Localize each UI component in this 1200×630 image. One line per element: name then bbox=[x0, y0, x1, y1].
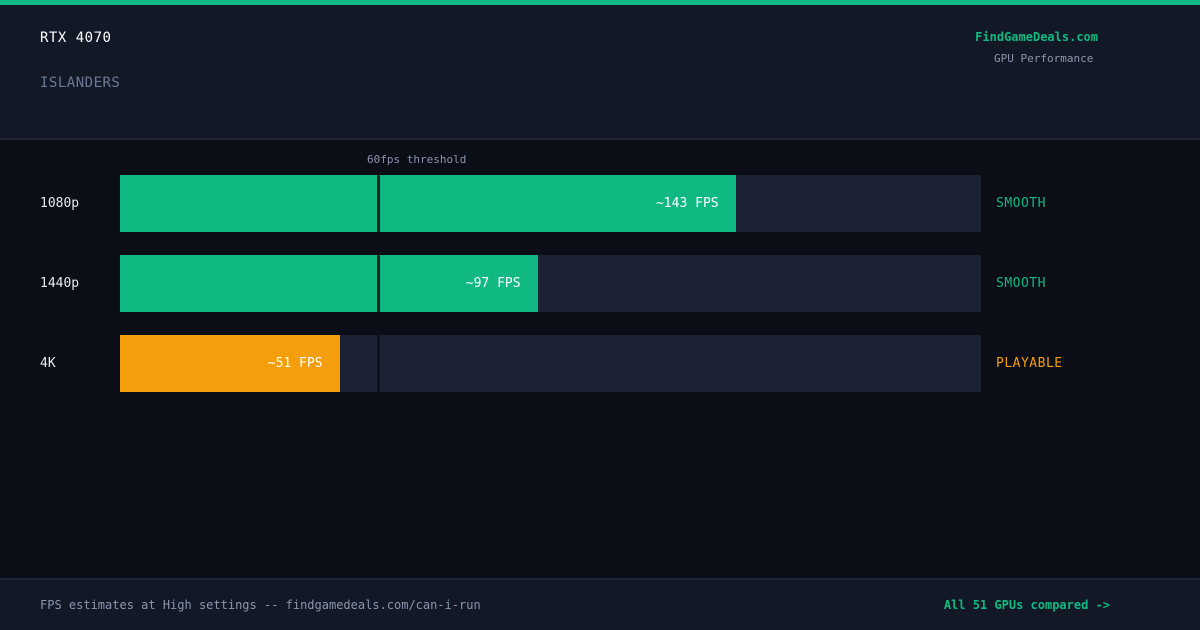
brand-name[interactable]: FindGameDeals.com bbox=[975, 30, 1098, 44]
brand-subtitle: GPU Performance bbox=[994, 52, 1094, 65]
performance-status: PLAYABLE bbox=[996, 356, 1063, 371]
performance-status: SMOOTH bbox=[996, 196, 1046, 211]
top-accent-bar bbox=[0, 0, 1200, 5]
resolution-label: 4K bbox=[40, 356, 56, 371]
fps-value-label: ~97 FPS bbox=[465, 276, 521, 291]
threshold-line bbox=[377, 255, 381, 312]
game-title: ISLANDERS bbox=[40, 75, 121, 91]
footer: FPS estimates at High settings -- findga… bbox=[0, 578, 1200, 630]
fps-bar bbox=[120, 255, 538, 312]
fps-bar bbox=[120, 175, 736, 232]
threshold-line bbox=[377, 335, 381, 392]
bar-track: ~51 FPS bbox=[120, 335, 981, 392]
resolution-label: 1080p bbox=[40, 196, 80, 211]
bar-track: ~143 FPS bbox=[120, 175, 981, 232]
fps-value-label: ~143 FPS bbox=[655, 196, 719, 211]
performance-status: SMOOTH bbox=[996, 276, 1046, 291]
gpu-title: RTX 4070 bbox=[40, 30, 112, 46]
bar-track: ~97 FPS bbox=[120, 255, 981, 312]
footer-note: FPS estimates at High settings -- findga… bbox=[40, 598, 481, 612]
resolution-label: 1440p bbox=[40, 276, 80, 291]
fps-bar bbox=[120, 335, 340, 392]
header: RTX 4070 ISLANDERS FindGameDeals.com GPU… bbox=[0, 5, 1200, 140]
threshold-line bbox=[377, 175, 381, 232]
gpu-comparison-link[interactable]: All 51 GPUs compared -> bbox=[943, 598, 1110, 612]
fps-value-label: ~51 FPS bbox=[267, 356, 323, 371]
threshold-label: 60fps threshold bbox=[367, 153, 467, 166]
